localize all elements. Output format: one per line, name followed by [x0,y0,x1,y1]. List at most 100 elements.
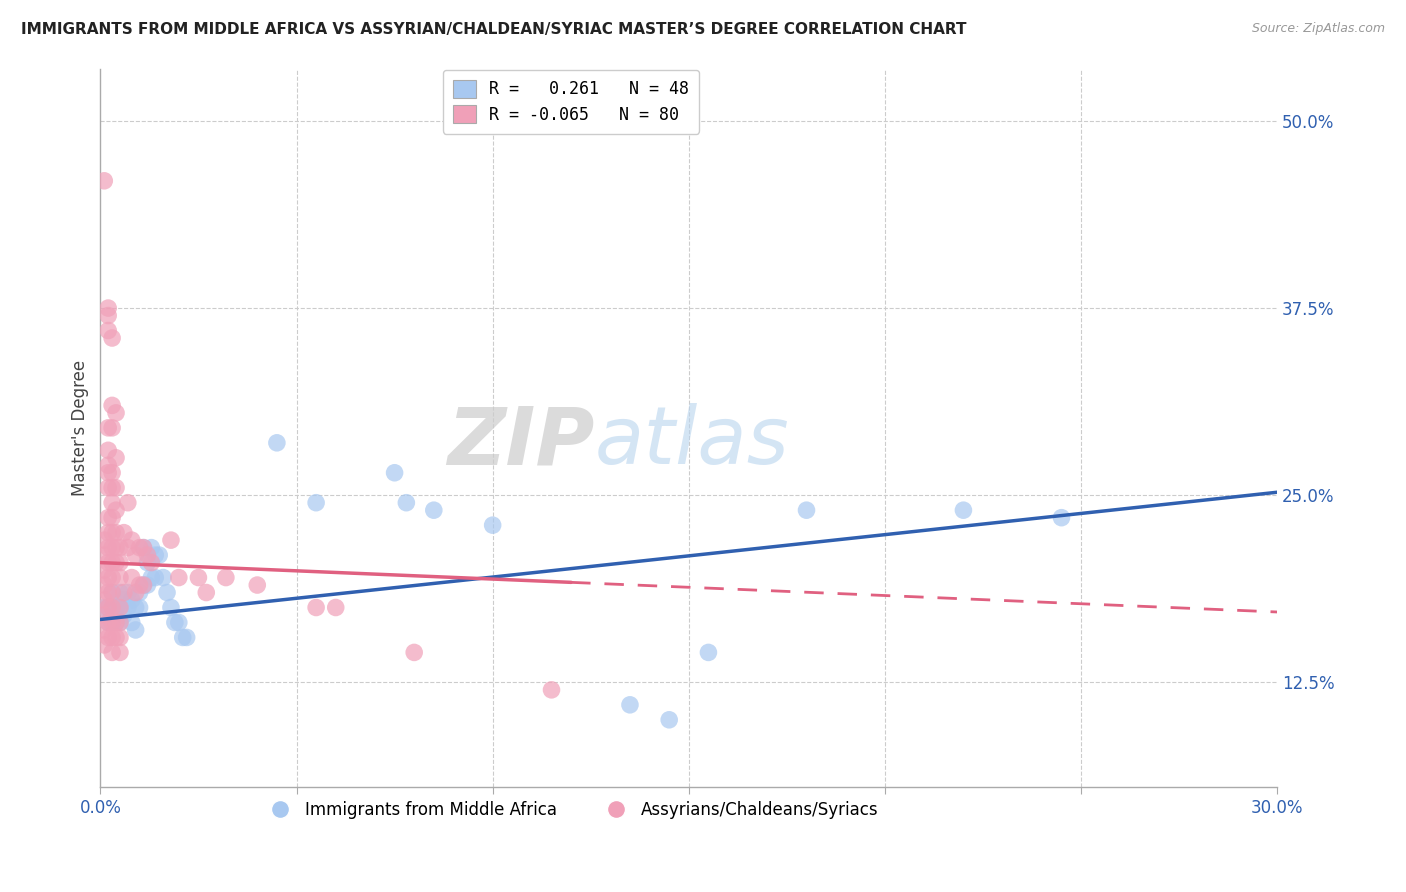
Point [97,481,120,495]
Point [105,525,128,540]
Point [128,585,150,599]
Point [796,503,818,517]
Point [93,174,115,188]
Point [160,600,183,615]
Point [97,615,120,630]
Point [97,510,120,524]
Point [121,533,143,548]
Point [108,556,131,570]
Point [97,600,120,615]
Point [215,570,238,584]
Point [108,570,131,584]
Point [101,615,124,630]
Point [105,615,128,630]
Point [101,645,124,659]
Point [101,556,124,570]
Point [156,585,179,599]
Point [93,600,115,615]
Point [105,556,128,570]
Point [105,631,128,645]
Point [246,578,269,592]
Point [105,541,128,555]
Point [101,466,124,480]
Point [101,585,124,599]
Point [124,600,146,615]
Point [121,570,143,584]
Legend: Immigrants from Middle Africa, Assyrians/Chaldeans/Syriacs: Immigrants from Middle Africa, Assyrians… [257,794,886,826]
Point [97,458,120,473]
Point [93,533,115,548]
Point [105,503,128,517]
Point [97,301,120,315]
Point [176,631,198,645]
Point [141,570,163,584]
Point [187,570,209,584]
Point [93,623,115,637]
Point [167,615,190,630]
Point [101,585,124,599]
Point [93,578,115,592]
Point [108,585,131,599]
Point [112,525,135,540]
Point [481,518,503,533]
Point [195,585,218,599]
Point [132,541,155,555]
Point [152,570,174,584]
Point [97,421,120,435]
Point [172,631,194,645]
Point [124,585,146,599]
Point [101,631,124,645]
Point [619,698,641,712]
Point [404,645,426,659]
Point [136,556,159,570]
Text: Source: ZipAtlas.com: Source: ZipAtlas.com [1251,22,1385,36]
Point [132,578,155,592]
Y-axis label: Master's Degree: Master's Degree [72,359,89,496]
Text: ZIP: ZIP [447,403,595,481]
Point [128,600,150,615]
Point [101,525,124,540]
Point [97,556,120,570]
Point [101,496,124,510]
Point [101,421,124,435]
Point [97,600,120,615]
Point [395,496,418,510]
Point [108,645,131,659]
Point [124,623,146,637]
Point [112,593,135,607]
Point [112,607,135,622]
Point [108,615,131,630]
Point [423,503,446,517]
Point [101,481,124,495]
Point [540,682,562,697]
Point [108,600,131,615]
Point [121,615,143,630]
Point [658,713,681,727]
Point [325,600,347,615]
Point [117,496,139,510]
Point [93,548,115,562]
Point [117,600,139,615]
Point [266,435,288,450]
Point [97,631,120,645]
Point [97,585,120,599]
Point [108,600,131,615]
Point [101,331,124,345]
Point [136,548,159,562]
Point [112,585,135,599]
Point [97,443,120,458]
Point [108,615,131,630]
Point [101,510,124,524]
Point [97,615,120,630]
Point [105,481,128,495]
Point [105,600,128,615]
Point [128,541,150,555]
Point [124,548,146,562]
Point [141,556,163,570]
Point [101,600,124,615]
Point [121,593,143,607]
Point [97,541,120,555]
Point [1050,510,1073,524]
Point [105,450,128,465]
Point [697,645,720,659]
